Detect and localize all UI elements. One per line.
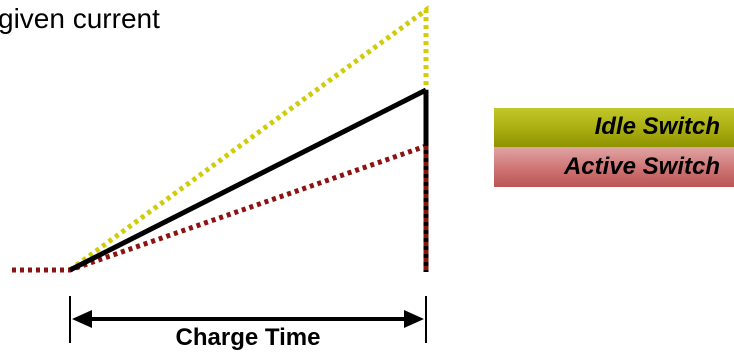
idle-switch-line xyxy=(68,5,429,273)
charge-time-arrowhead-left xyxy=(72,310,92,328)
charge-time-label: Charge Time xyxy=(175,324,321,351)
legend: Idle Switch Active Switch xyxy=(494,108,734,187)
caption-text: given current xyxy=(0,3,160,34)
legend-active-switch: Active Switch xyxy=(494,147,734,187)
active-switch-line xyxy=(12,143,427,273)
nominal-line xyxy=(68,87,428,273)
charge-time-arrowhead-right xyxy=(404,310,424,328)
legend-idle-switch: Idle Switch xyxy=(494,108,734,147)
